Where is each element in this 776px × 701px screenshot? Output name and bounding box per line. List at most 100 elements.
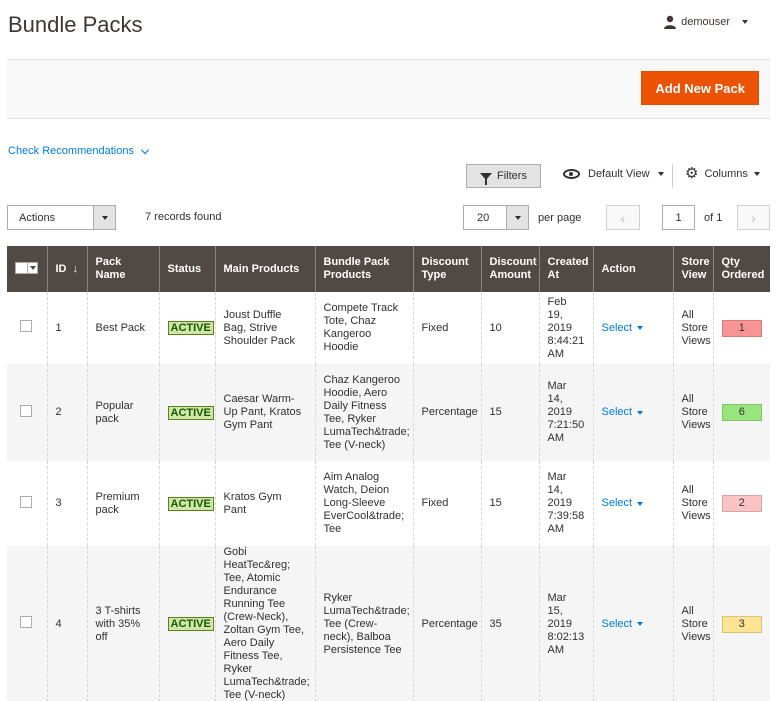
column-header-id[interactable]: ID ↓ bbox=[46, 246, 87, 292]
chevron-down-icon bbox=[29, 265, 36, 270]
row-select-cell bbox=[7, 461, 47, 546]
cell-discount-amount: 15 bbox=[480, 461, 539, 546]
cell-bundle-products: Aim Analog Watch, Deion Long-Sleeve Ever… bbox=[314, 461, 413, 546]
row-action-select[interactable]: Select bbox=[602, 406, 644, 419]
mass-actions-label: Actions bbox=[19, 211, 56, 224]
cell-discount-amount: 10 bbox=[480, 292, 539, 364]
page-total: of 1 bbox=[704, 212, 723, 224]
row-select-cell bbox=[7, 292, 47, 364]
chevron-down-icon bbox=[637, 410, 644, 415]
per-page-value: 20 bbox=[477, 211, 490, 224]
cell-qty-ordered: 3 bbox=[712, 546, 770, 701]
cell-discount-type: Percentage bbox=[412, 546, 481, 701]
cell-main-products: Joust Duffle Bag, Strive Shoulder Pack bbox=[214, 292, 315, 364]
user-menu[interactable]: demouser bbox=[663, 15, 748, 29]
chevron-down-icon bbox=[657, 172, 664, 176]
cell-qty-ordered: 6 bbox=[712, 364, 770, 461]
per-page-label: per page bbox=[538, 212, 582, 224]
row-action-select[interactable]: Select bbox=[602, 322, 644, 335]
check-recommendations-label: Check Recommendations bbox=[8, 145, 134, 157]
view-switcher[interactable]: Default View bbox=[563, 168, 664, 180]
previous-page-button[interactable]: ‹ bbox=[606, 205, 640, 230]
cell-id: 4 bbox=[46, 546, 87, 701]
cell-bundle-products: Ryker LumaTech&trade; Tee (Crew-neck), B… bbox=[314, 546, 413, 701]
row-checkbox[interactable] bbox=[20, 320, 32, 332]
cell-main-products: Kratos Gym Pant bbox=[214, 461, 315, 546]
column-header-bundle-products[interactable]: Bundle Pack Products bbox=[314, 246, 413, 292]
mass-select-header[interactable] bbox=[7, 246, 47, 292]
status-badge: ACTIVE bbox=[167, 617, 214, 631]
per-page-select[interactable]: 20 bbox=[463, 205, 529, 230]
cell-status: ACTIVE bbox=[158, 461, 215, 546]
columns-control[interactable]: ⚙ Columns bbox=[685, 166, 760, 181]
qty-badge: 1 bbox=[721, 319, 762, 337]
qty-badge: 6 bbox=[721, 404, 762, 421]
column-header-store-view[interactable]: Store View bbox=[672, 246, 713, 292]
cell-store-view: All Store Views bbox=[672, 461, 713, 546]
user-icon bbox=[664, 15, 677, 29]
column-header-qty-ordered[interactable]: Qty Ordered bbox=[712, 246, 770, 292]
cell-id: 1 bbox=[46, 292, 87, 364]
column-header-main-products[interactable]: Main Products bbox=[214, 246, 315, 292]
cell-status: ACTIVE bbox=[158, 546, 215, 701]
cell-qty-ordered: 1 bbox=[712, 292, 770, 364]
row-checkbox[interactable] bbox=[20, 495, 32, 508]
cell-discount-amount: 35 bbox=[480, 546, 539, 701]
mass-actions-select[interactable]: Actions bbox=[7, 205, 116, 230]
chevron-down-icon bbox=[93, 206, 115, 229]
cell-action: Select bbox=[592, 364, 673, 461]
cell-bundle-products: Chaz Kangeroo Hoodie, Aero Daily Fitness… bbox=[314, 364, 413, 461]
column-header-discount-amount[interactable]: Discount Amount bbox=[480, 246, 539, 292]
cell-pack-name: Premium pack bbox=[86, 461, 159, 546]
row-select-cell bbox=[7, 546, 47, 701]
chevron-down-icon bbox=[753, 172, 760, 176]
bundle-packs-grid: ID ↓ Pack Name Status Main Products Bundl… bbox=[7, 246, 770, 701]
cell-created-at: Mar 14, 2019 7:21:50 AM bbox=[538, 364, 593, 461]
page-actions-bar: Add New Pack bbox=[7, 59, 770, 119]
next-page-button[interactable]: › bbox=[737, 205, 770, 230]
row-action-select[interactable]: Select bbox=[602, 618, 644, 631]
sort-arrow-icon: ↓ bbox=[72, 262, 79, 275]
row-action-select[interactable]: Select bbox=[602, 497, 644, 510]
column-header-pack-name[interactable]: Pack Name bbox=[86, 246, 159, 292]
column-header-status[interactable]: Status bbox=[158, 246, 215, 292]
column-header-created-at[interactable]: Created At bbox=[538, 246, 593, 292]
grid-header-row: ID ↓ Pack Name Status Main Products Bundl… bbox=[7, 246, 770, 292]
toolbar-divider bbox=[672, 164, 673, 188]
status-badge: ACTIVE bbox=[167, 405, 214, 420]
cell-main-products: Gobi HeatTec&reg; Tee, Atomic Endurance … bbox=[214, 546, 315, 701]
cell-discount-type: Fixed bbox=[412, 461, 481, 546]
cell-status: ACTIVE bbox=[158, 364, 215, 461]
chevron-right-icon: › bbox=[751, 209, 756, 226]
page-title: Bundle Packs bbox=[8, 12, 143, 37]
qty-badge: 2 bbox=[721, 495, 762, 512]
mass-select-checkbox[interactable] bbox=[15, 261, 38, 274]
cell-pack-name: Best Pack bbox=[86, 292, 159, 364]
status-badge: ACTIVE bbox=[167, 321, 214, 335]
add-new-pack-button[interactable]: Add New Pack bbox=[641, 71, 759, 105]
cell-store-view: All Store Views bbox=[672, 364, 713, 461]
filters-button[interactable]: Filters bbox=[466, 164, 541, 188]
check-recommendations-link[interactable]: Check Recommendations bbox=[8, 145, 150, 157]
cell-store-view: All Store Views bbox=[672, 546, 713, 701]
cell-id: 2 bbox=[46, 364, 87, 461]
chevron-down-icon bbox=[637, 326, 644, 330]
current-page-input[interactable]: 1 bbox=[662, 205, 695, 230]
column-header-action: Action bbox=[592, 246, 673, 292]
row-select-cell bbox=[7, 364, 47, 461]
eye-icon bbox=[563, 169, 580, 179]
cell-id: 3 bbox=[46, 461, 87, 546]
cell-discount-amount: 15 bbox=[480, 364, 539, 461]
cell-created-at: Mar 15, 2019 8:02:13 AM bbox=[538, 546, 593, 701]
table-row: 2 Popular pack ACTIVE Caesar Warm-Up Pan… bbox=[7, 364, 770, 461]
row-checkbox[interactable] bbox=[20, 616, 32, 628]
cell-main-products: Caesar Warm-Up Pant, Kratos Gym Pant bbox=[214, 364, 315, 461]
cell-discount-type: Fixed bbox=[412, 292, 481, 364]
table-row: 1 Best Pack ACTIVE Joust Duffle Bag, Str… bbox=[7, 292, 770, 364]
columns-label: Columns bbox=[704, 168, 748, 180]
chevron-down-icon bbox=[742, 20, 748, 24]
records-count: 7 records found bbox=[145, 211, 222, 223]
column-header-discount-type[interactable]: Discount Type bbox=[412, 246, 481, 292]
username: demouser bbox=[681, 16, 730, 28]
row-checkbox[interactable] bbox=[20, 404, 32, 417]
